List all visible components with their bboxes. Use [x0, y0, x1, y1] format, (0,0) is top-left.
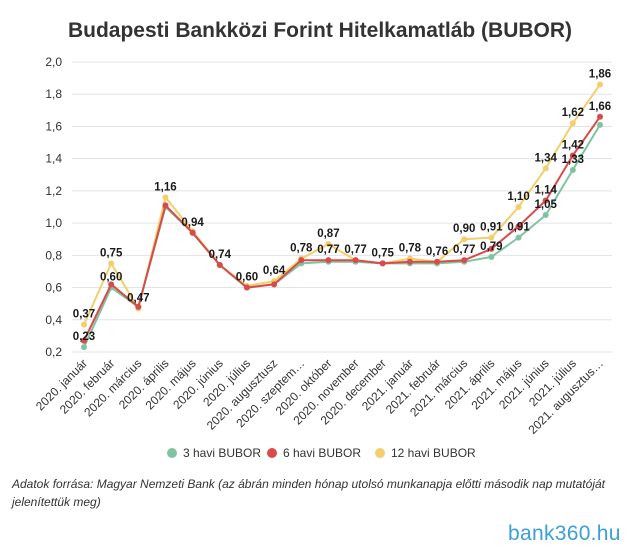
series-line — [83, 84, 601, 326]
data-point — [325, 241, 332, 248]
data-point — [597, 121, 603, 128]
data-point — [406, 258, 413, 265]
y-tick-label: 0,6 — [45, 281, 62, 295]
legend-label: 3 havi BUBOR — [183, 446, 261, 460]
y-tick-label: 2,0 — [45, 55, 62, 69]
y-tick-label: 0,4 — [45, 313, 62, 327]
data-label: 0,23 — [73, 331, 95, 343]
data-point — [515, 204, 522, 210]
y-tick-label: 0,2 — [45, 345, 62, 359]
data-point — [569, 152, 576, 159]
data-point — [216, 262, 223, 268]
data-point — [461, 257, 468, 264]
chart-series — [81, 81, 603, 351]
data-label: 1,66 — [589, 101, 611, 113]
y-tick-label: 1,6 — [45, 119, 62, 133]
data-point — [81, 321, 87, 328]
data-labels: 0,37 0,23 0,75 0,60 0,47 1,16 0,94 0,74 0,60 0,64… — [73, 69, 611, 344]
data-point — [515, 234, 522, 241]
data-label: 1,33 — [562, 154, 584, 166]
y-tick-label: 1,8 — [45, 87, 62, 101]
chart-grid — [72, 61, 612, 353]
data-label: 0,77 — [344, 244, 366, 256]
data-point — [461, 236, 468, 243]
series-line — [83, 124, 601, 348]
data-label: 0,76 — [426, 246, 448, 258]
data-point — [569, 120, 576, 127]
data-point — [488, 253, 495, 260]
data-label: 0,60 — [236, 272, 258, 284]
data-point — [569, 166, 576, 173]
data-label: 1,16 — [154, 181, 176, 193]
data-point — [108, 260, 115, 267]
data-label: 0,78 — [290, 243, 313, 255]
y-tick-label: 1,4 — [45, 152, 62, 166]
data-point — [325, 257, 332, 264]
data-label: 0,94 — [181, 217, 204, 229]
data-point — [243, 284, 250, 291]
data-label: 1,05 — [534, 199, 557, 211]
data-label: 1,86 — [589, 69, 611, 81]
data-label: 1,62 — [562, 107, 584, 119]
data-label: 0,64 — [263, 265, 286, 277]
data-point — [108, 281, 115, 288]
data-point — [542, 212, 549, 219]
data-label: 0,47 — [127, 293, 149, 305]
data-point — [162, 194, 169, 201]
data-label: 0,78 — [399, 243, 422, 255]
data-point — [379, 260, 386, 267]
data-label: 0,91 — [507, 222, 530, 234]
data-point — [542, 165, 549, 172]
data-label: 0,75 — [100, 247, 123, 259]
chart-title: Budapesti Bankközi Forint Hitelkamatláb … — [68, 19, 572, 42]
data-point — [189, 229, 196, 236]
legend-marker — [167, 448, 177, 458]
legend-marker — [375, 448, 385, 458]
data-label: 0,74 — [209, 249, 232, 261]
data-point — [515, 223, 522, 230]
data-label: 0,60 — [100, 272, 122, 284]
chart-legend: 3 havi BUBOR 6 havi BUBOR 12 havi BUBOR — [167, 446, 476, 460]
brand-logo: bank360.hu — [508, 522, 621, 545]
data-label: 1,42 — [562, 139, 584, 151]
data-point — [135, 303, 142, 310]
data-label: 1,14 — [534, 185, 557, 197]
data-label: 0,91 — [480, 222, 503, 234]
data-label: 0,87 — [317, 228, 339, 240]
series-line — [83, 116, 601, 342]
data-point — [81, 344, 87, 351]
legend-marker — [267, 448, 277, 458]
data-point — [298, 257, 305, 264]
y-axis-ticks: 0,2 0,4 0,6 0,8 1,0 1,2 1,4 1,6 1,8 2,0 — [45, 55, 62, 359]
data-point — [81, 337, 87, 344]
data-label: 0,77 — [453, 244, 475, 256]
data-point — [488, 245, 495, 252]
y-tick-label: 0,8 — [45, 248, 62, 262]
data-point — [542, 197, 549, 204]
data-label: 1,10 — [507, 191, 529, 203]
data-point — [597, 113, 603, 120]
data-point — [352, 257, 359, 264]
y-tick-label: 1,0 — [45, 216, 62, 230]
data-label: 0,77 — [317, 244, 339, 256]
data-point — [597, 81, 603, 88]
legend-label: 12 havi BUBOR — [391, 446, 476, 460]
data-point — [162, 202, 169, 209]
legend-label: 6 havi BUBOR — [283, 446, 361, 460]
bubor-line-chart: Budapesti Bankközi Forint Hitelkamatláb … — [33, 19, 612, 460]
data-label: 0,75 — [372, 247, 395, 259]
data-label: 0,79 — [480, 241, 502, 253]
data-label: 0,90 — [453, 223, 475, 235]
source-note: Adatok forrása: Magyar Nemzeti Bank (az … — [12, 477, 605, 509]
data-point — [434, 258, 441, 265]
y-tick-label: 1,2 — [45, 184, 62, 198]
data-point — [488, 234, 495, 241]
data-label: 1,34 — [534, 152, 557, 164]
data-point — [271, 281, 278, 288]
data-label: 0,37 — [73, 309, 95, 321]
